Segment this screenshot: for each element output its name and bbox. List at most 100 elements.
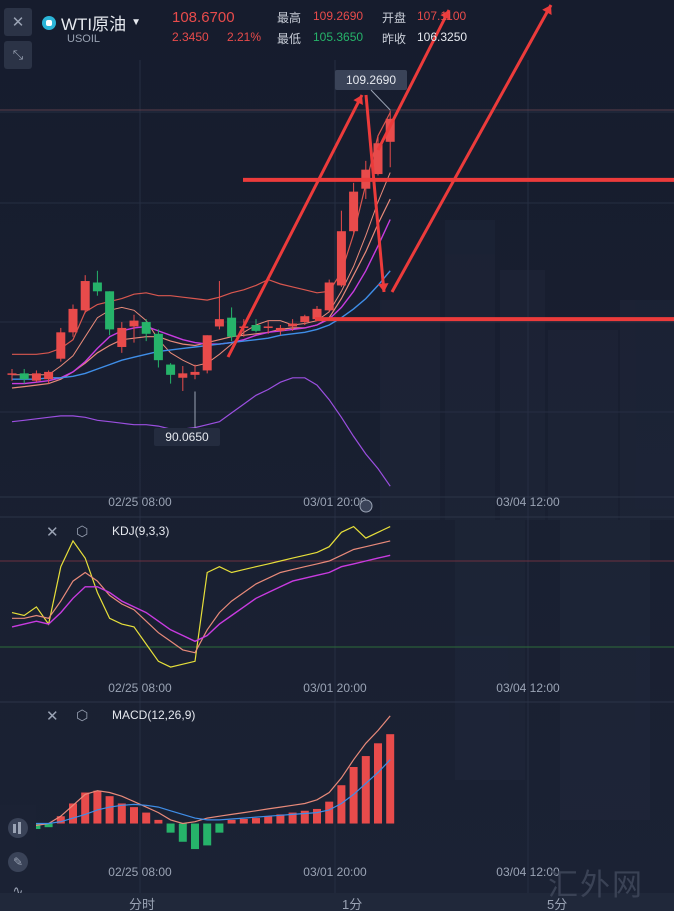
candle-body <box>251 325 261 331</box>
boll-lower-line <box>11 377 391 487</box>
macd-bar <box>349 767 358 824</box>
kdj-j-line <box>11 554 391 643</box>
macd-bar <box>105 796 114 824</box>
candle-body <box>300 316 310 323</box>
x-tick-label-macd: 02/25 08:00 <box>108 865 172 879</box>
candle-body <box>263 326 273 328</box>
candle-style-button[interactable] <box>4 814 32 842</box>
low-value: 105.3650 <box>313 30 364 44</box>
macd-bar <box>93 790 102 824</box>
symbol-selector[interactable]: WTI原油 ▼ <box>42 10 141 35</box>
macd-bar <box>117 803 126 824</box>
crosshair-marker-icon <box>359 499 373 513</box>
candle-body <box>153 333 163 361</box>
kdj-close-icon[interactable]: ✕ <box>46 524 59 541</box>
macd-bar <box>337 785 346 824</box>
symbol-name: WTI原油 <box>61 15 127 34</box>
candle-body <box>129 320 139 327</box>
ma5-line <box>12 172 391 376</box>
candle-body <box>92 282 102 292</box>
candle-body <box>385 118 395 142</box>
down-arrow <box>364 94 386 293</box>
up-arrow-1 <box>226 94 364 358</box>
candle-style-icon <box>8 818 28 838</box>
price-change: 2.3450 <box>172 30 209 44</box>
macd-bar <box>361 756 370 824</box>
high-callout-pointer <box>370 89 391 111</box>
macd-dif-line <box>11 715 391 827</box>
candle-body <box>190 371 200 375</box>
candle-body <box>202 335 212 371</box>
draw-tool-button[interactable]: ✎ <box>4 848 32 876</box>
macd-close-icon[interactable]: ✕ <box>46 708 59 725</box>
close-button[interactable]: ✕ <box>4 8 32 36</box>
macd-bar <box>215 823 224 833</box>
candle-body <box>349 191 359 232</box>
candle-body <box>166 364 176 375</box>
candle-body <box>288 323 298 327</box>
macd-bar <box>239 818 248 824</box>
tab-5min[interactable]: 5分 <box>547 897 568 911</box>
period-tabbar: 分时 1分 5分 <box>0 893 674 911</box>
macd-bar <box>203 823 212 846</box>
macd-bar <box>227 819 236 824</box>
candle-body <box>336 231 346 286</box>
pencil-icon: ✎ <box>8 852 28 872</box>
watermark: 汇外网 <box>548 869 644 902</box>
symbol-logo-icon <box>42 15 56 30</box>
background-decoration <box>380 220 674 820</box>
candle-body <box>227 317 237 337</box>
kdj-panel <box>0 525 674 668</box>
candle-body <box>214 319 224 327</box>
high-callout-text: 109.2690 <box>346 73 396 87</box>
up-arrow-2-head <box>440 10 450 20</box>
down-arrow-head <box>377 283 389 292</box>
candle-body <box>141 322 151 334</box>
macd-settings-icon[interactable]: ⬡ <box>76 707 89 723</box>
macd-bar <box>154 819 163 824</box>
macd-dea-line <box>12 759 391 825</box>
candle-body <box>68 308 78 333</box>
macd-bar <box>142 812 151 824</box>
macd-bar <box>386 734 395 824</box>
x-tick-label-macd: 03/01 20:00 <box>303 865 367 879</box>
indicator-icon: ∿ <box>12 883 24 898</box>
last-price: 108.6700 <box>172 9 235 26</box>
x-tick-label-main: 03/04 12:00 <box>496 495 560 509</box>
macd-bar <box>178 823 187 842</box>
open-label: 开盘 <box>382 11 407 25</box>
prev-close-value: 106.3250 <box>417 30 468 44</box>
candle-body <box>324 282 334 311</box>
x-tick-label-main: 03/01 20:00 <box>303 495 367 509</box>
kdj-label: KDJ(9,3,3) <box>112 524 170 538</box>
up-arrow-3 <box>390 4 553 293</box>
low-label: 最低 <box>277 32 302 46</box>
macd-bar <box>166 823 175 833</box>
tab-fenshi[interactable]: 分时 <box>129 897 156 911</box>
trend-annotations: 109.2690 90.0650 <box>0 4 674 446</box>
price-change-pct: 2.21% <box>227 30 262 44</box>
x-tick-label-main: 02/25 08:00 <box>108 495 172 509</box>
axis-labels: 02/25 08:00 03/01 20:00 03/04 12:00 02/25 0… <box>108 495 560 879</box>
macd-bar <box>32 823 41 829</box>
macd-bar <box>288 812 297 824</box>
candle-body <box>44 371 54 380</box>
macd-bar <box>264 816 273 824</box>
candle-body <box>7 373 17 375</box>
ma20-line <box>12 270 391 380</box>
high-label: 最高 <box>277 11 302 25</box>
high-value: 109.2690 <box>313 9 364 23</box>
macd-bar <box>130 807 138 824</box>
kdj-settings-icon[interactable]: ⬡ <box>76 523 89 539</box>
indicator-button[interactable]: ∿ <box>4 882 32 900</box>
tab-1min[interactable]: 1分 <box>342 897 363 911</box>
up-arrow-2 <box>376 9 451 151</box>
chevron-down-icon: ▼ <box>131 17 142 28</box>
up-arrow-3-head <box>542 5 552 15</box>
candle-body <box>275 327 285 331</box>
candle-body <box>178 373 188 378</box>
collapse-button[interactable]: ⤡ <box>4 41 32 69</box>
macd-bar <box>252 818 260 824</box>
candle-body <box>373 143 383 175</box>
